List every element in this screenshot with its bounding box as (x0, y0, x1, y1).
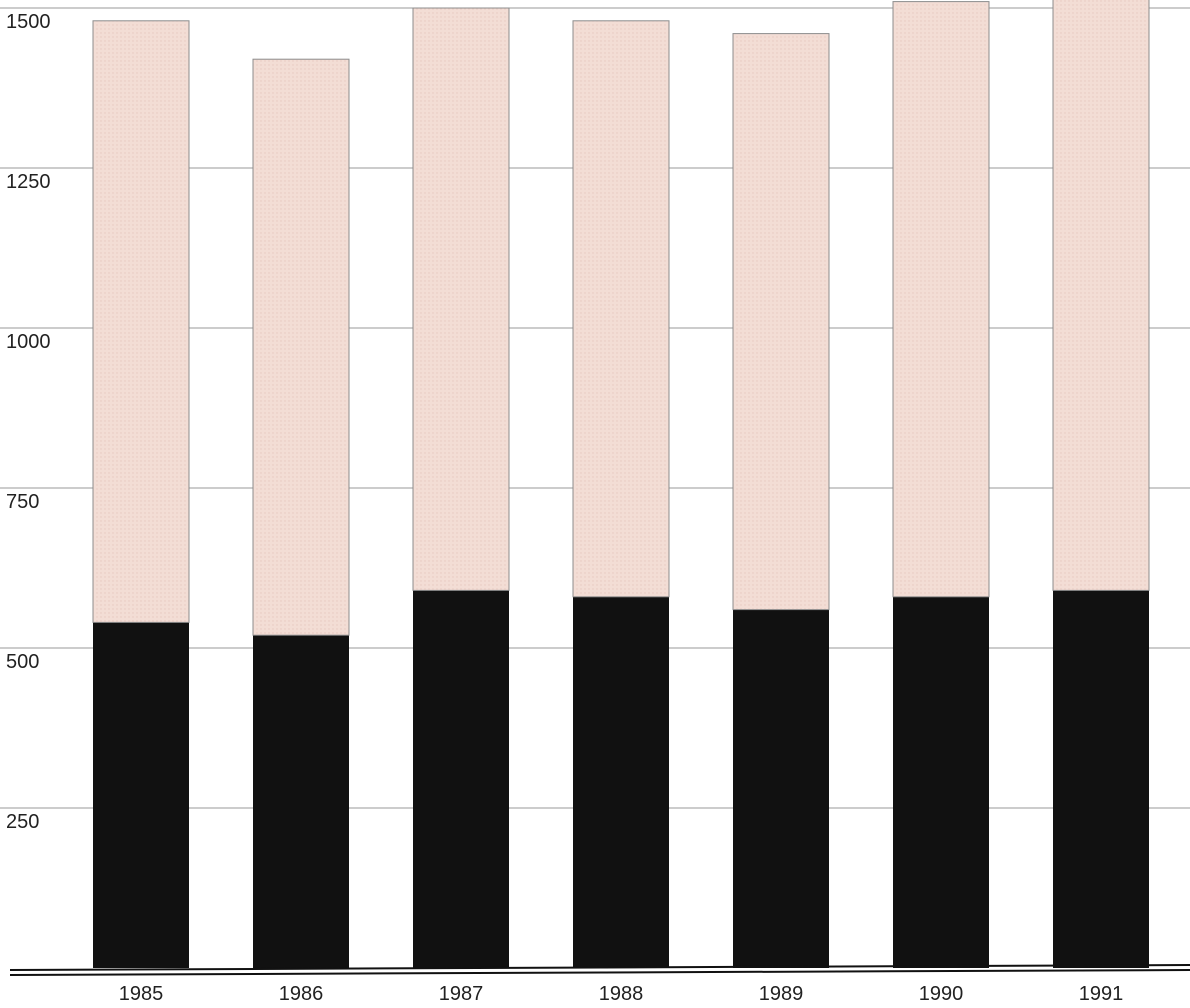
bar-segment (893, 596, 989, 968)
x-axis-line (9, 969, 1190, 976)
x-axis (9, 964, 1190, 976)
y-tick-label: 250 (6, 811, 39, 833)
bar-segment (412, 7, 510, 591)
x-tick-label: 1985 (119, 983, 164, 1005)
bar-segment (92, 20, 190, 623)
bar-segment (253, 635, 349, 968)
bars (92, 0, 1150, 968)
bar-segment (413, 590, 509, 968)
bar-segment (252, 58, 350, 636)
x-tick-label: 1988 (599, 983, 644, 1005)
bar-segment (93, 622, 189, 968)
y-tick-label: 500 (6, 651, 39, 673)
bar-segment (892, 1, 990, 598)
bar-segment (572, 20, 670, 598)
bar-segment (733, 609, 829, 968)
x-tick-label: 1989 (759, 983, 804, 1005)
x-axis-ticks: 1985 1986 1987 1988 1989 1990 1991 (119, 983, 1124, 1005)
bar-segment (1052, 0, 1150, 591)
x-tick-label: 1986 (279, 983, 324, 1005)
x-tick-label: 1987 (439, 983, 484, 1005)
x-tick-label: 1991 (1079, 983, 1124, 1005)
x-axis-line (9, 964, 1190, 971)
y-tick-label: 1000 (6, 331, 51, 353)
y-axis-ticks: 250 500 750 1000 1250 1500 (6, 11, 51, 833)
x-tick-label: 1990 (919, 983, 964, 1005)
bar-segment (573, 596, 669, 968)
bar-segment (732, 33, 830, 611)
y-tick-label: 1500 (6, 11, 51, 33)
y-tick-label: 1250 (6, 171, 51, 193)
bar-segment (1053, 590, 1149, 968)
y-tick-label: 750 (6, 491, 39, 513)
